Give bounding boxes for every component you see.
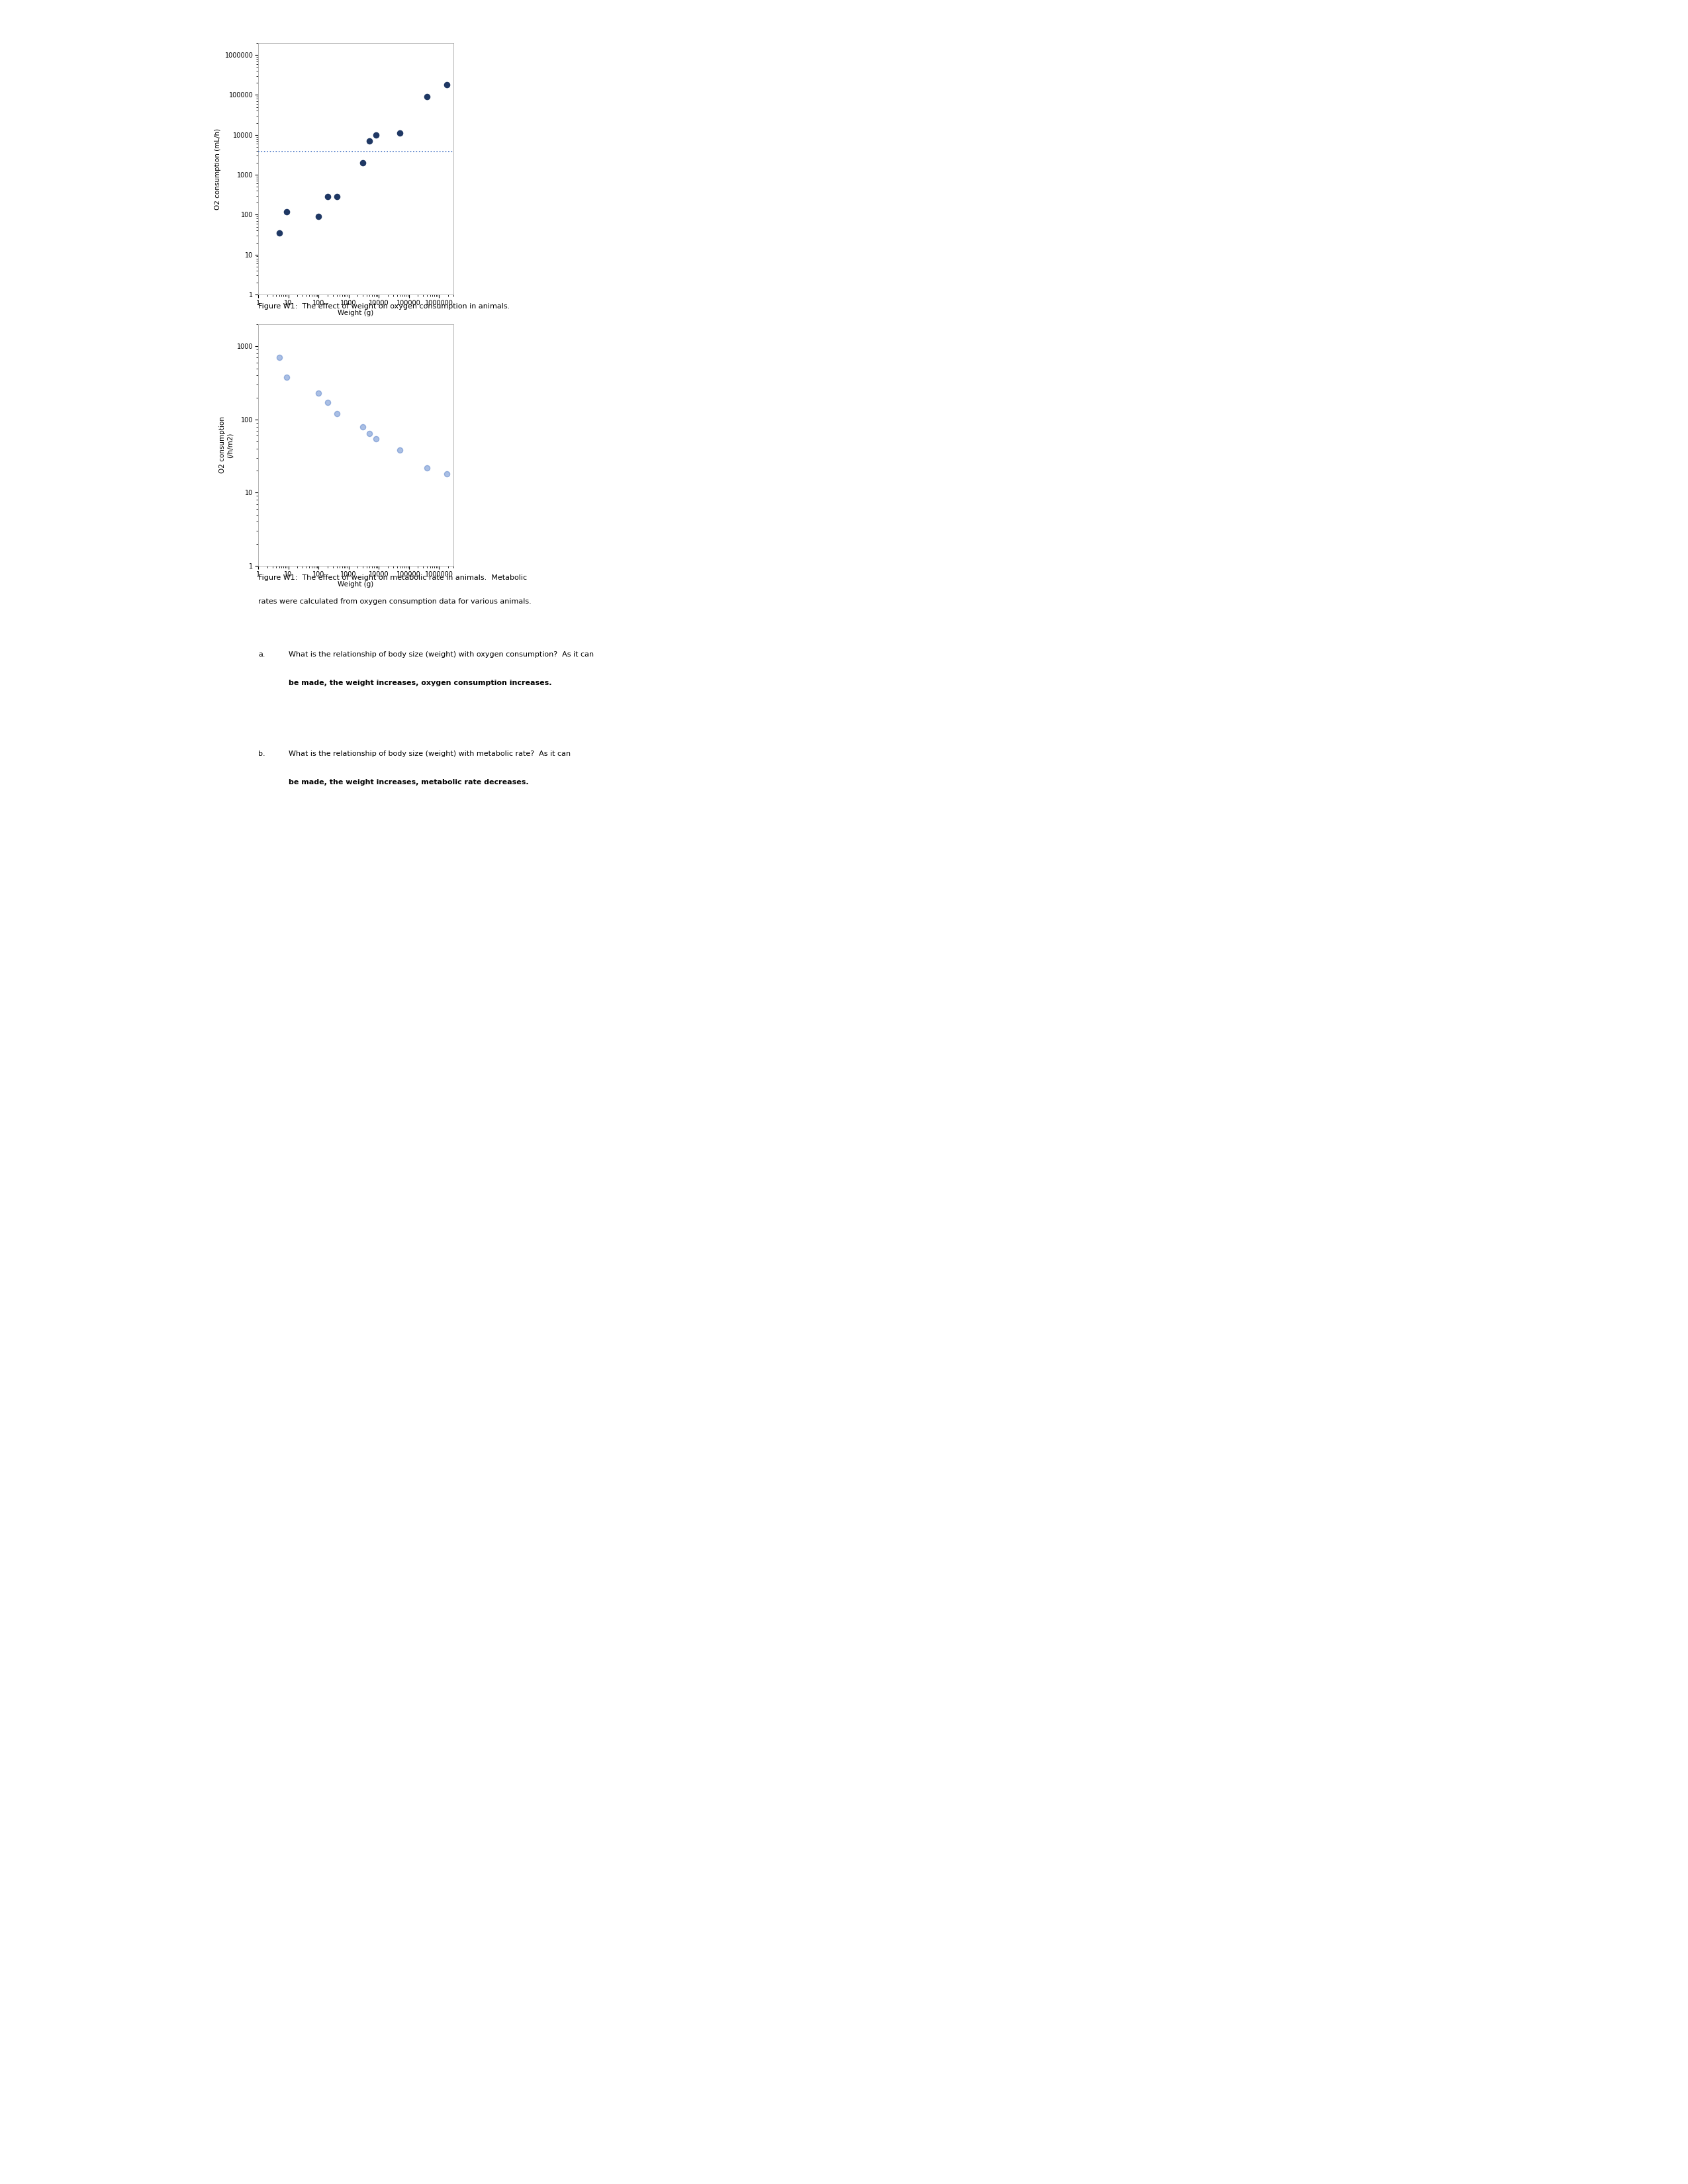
Point (349, 408, 376, 443)
Text: What is the relationship of body size (weight) with oxygen consumption?  As it c: What is the relationship of body size (w… (289, 651, 594, 657)
Text: What is the relationship of body size (weight) with metabolic rate?  As it can: What is the relationship of body size (w… (289, 751, 571, 758)
Point (322, 395, 349, 430)
Y-axis label: O2 consumption
(/h/m2): O2 consumption (/h/m2) (219, 417, 233, 474)
Point (306, 199, 333, 234)
Text: a.: a. (258, 651, 265, 657)
Point (363, 118, 390, 153)
Point (314, 179, 341, 214)
Point (356, 124, 383, 159)
Y-axis label: O2 consumption (mL/h): O2 consumption (mL/h) (214, 129, 221, 210)
Text: b.: b. (258, 751, 265, 758)
Point (349, 146, 376, 181)
Point (434, 456, 461, 491)
Point (314, 384, 341, 419)
Point (306, 376, 333, 411)
Text: Figure W1:  The effect of weight on metabolic rate in animals.  Metabolic: Figure W1: The effect of weight on metab… (258, 574, 527, 581)
X-axis label: Weight (g): Weight (g) (338, 581, 373, 587)
Point (414, 450, 441, 485)
Point (387, 432, 414, 467)
Point (414, 79, 441, 114)
X-axis label: Weight (g): Weight (g) (338, 310, 373, 317)
Point (356, 415, 383, 450)
Point (322, 179, 349, 214)
Text: rates were calculated from oxygen consumption data for various animals.: rates were calculated from oxygen consum… (258, 598, 532, 605)
Point (265, 341, 292, 376)
Point (363, 422, 390, 456)
Text: Figure W1:  The effect of weight on oxygen consumption in animals.: Figure W1: The effect of weight on oxyge… (258, 304, 510, 310)
Text: be made, the weight increases, metabolic rate decreases.: be made, the weight increases, metabolic… (289, 780, 528, 786)
Text: be made, the weight increases, oxygen consumption increases.: be made, the weight increases, oxygen co… (289, 679, 552, 686)
Point (265, 216, 292, 251)
Point (273, 360, 300, 395)
Point (273, 194, 300, 229)
Point (387, 116, 414, 151)
Point (434, 68, 461, 103)
